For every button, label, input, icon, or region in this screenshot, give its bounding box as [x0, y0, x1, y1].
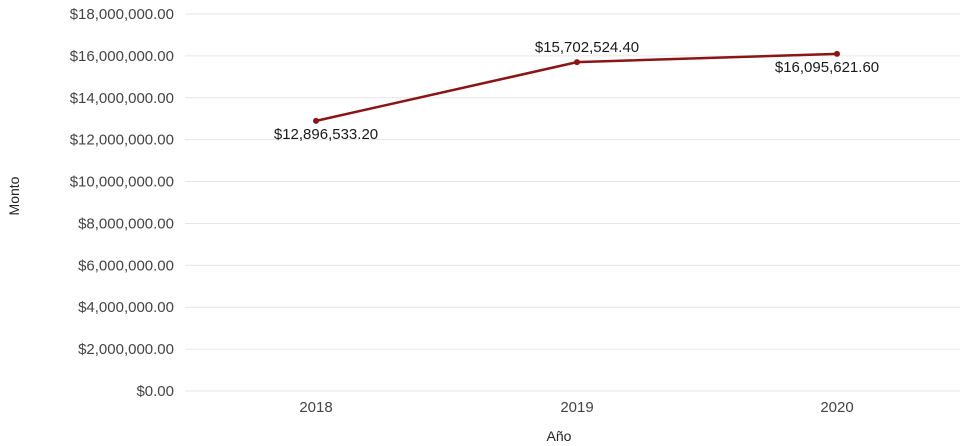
- y-axis-tick-labels: $0.00 $2,000,000.00 $4,000,000.00 $6,000,00…: [70, 6, 174, 400]
- x-tick-label: 2020: [820, 399, 853, 416]
- y-tick-label: $6,000,000.00: [78, 257, 174, 274]
- x-axis-title: Año: [547, 428, 572, 444]
- y-tick-label: $18,000,000.00: [70, 6, 174, 23]
- y-tick-label: $0.00: [136, 383, 174, 400]
- y-tick-label: $10,000,000.00: [70, 174, 174, 191]
- y-tick-label: $4,000,000.00: [78, 299, 174, 316]
- y-tick-label: $12,000,000.00: [70, 132, 174, 149]
- data-label: $12,896,533.20: [274, 126, 378, 143]
- data-point: [834, 50, 840, 57]
- y-tick-label: $2,000,000.00: [78, 341, 174, 358]
- data-point: [313, 117, 319, 124]
- data-point: [574, 59, 580, 66]
- y-tick-label: $8,000,000.00: [78, 215, 174, 232]
- x-tick-label: 2018: [299, 399, 332, 416]
- x-tick-label: 2019: [560, 399, 593, 416]
- y-tick-label: $14,000,000.00: [70, 90, 174, 107]
- x-axis-tick-labels: 2018 2019 2020: [299, 399, 853, 416]
- data-label: $15,702,524.40: [535, 39, 639, 56]
- series-line-group: [313, 50, 840, 124]
- data-labels: $12,896,533.20 $15,702,524.40 $16,095,621.…: [274, 39, 879, 143]
- gridlines: [185, 13, 960, 392]
- y-axis-title: Monto: [6, 176, 22, 215]
- y-tick-label: $16,000,000.00: [70, 48, 174, 65]
- data-label: $16,095,621.60: [775, 59, 879, 76]
